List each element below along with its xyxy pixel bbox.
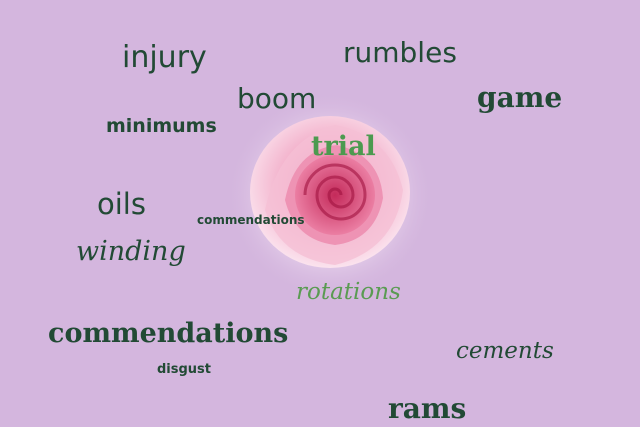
word-oils: oils — [97, 187, 146, 221]
word-rams: rams — [388, 392, 467, 425]
word-game: game — [477, 81, 563, 114]
word-commendations-small: commendations — [197, 213, 305, 227]
word-trial: trial — [311, 131, 376, 162]
word-boom: boom — [237, 82, 317, 115]
word-rumbles: rumbles — [343, 36, 457, 69]
word-disgust: disgust — [157, 362, 212, 377]
word-cements: cements — [456, 338, 554, 364]
word-rotations: rotations — [296, 279, 401, 305]
word-commendations-big: commendations — [48, 318, 289, 349]
word-minimums: minimums — [106, 115, 217, 137]
word-injury: injury — [122, 40, 207, 75]
rose-image — [225, 90, 435, 300]
rose-icon — [226, 91, 434, 299]
word-winding: winding — [76, 236, 186, 267]
